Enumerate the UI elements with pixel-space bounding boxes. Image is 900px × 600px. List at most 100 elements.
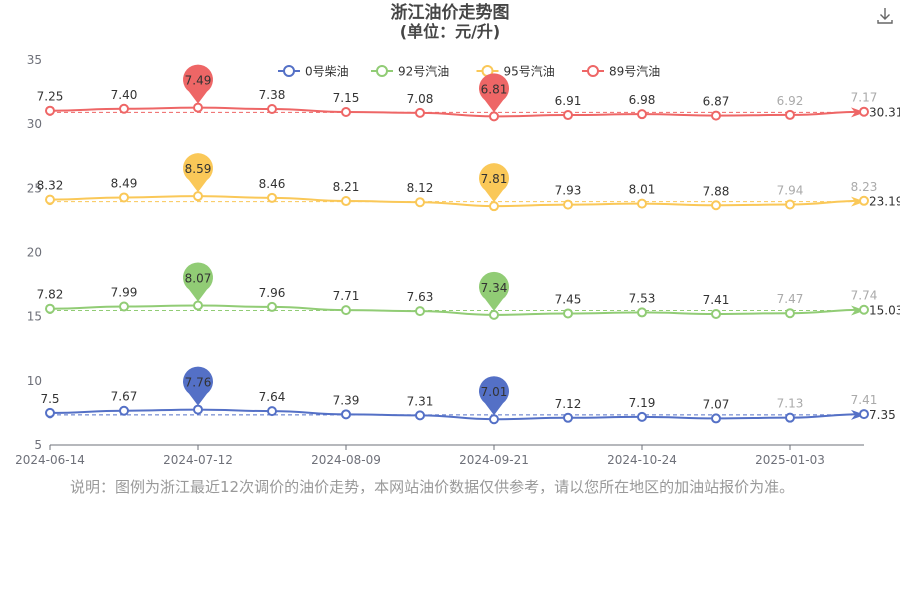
- y-tick-label: 35: [27, 53, 42, 67]
- x-tick-label: 2024-07-12: [163, 453, 233, 467]
- chart-title-block: 浙江油价走势图 (单位：元/升): [0, 4, 900, 41]
- series-line: [49, 408, 865, 421]
- data-label: 7.13: [777, 397, 804, 411]
- data-point: [785, 308, 795, 319]
- series-3: 30.31 7.25 7.40 7.38 7.15 7.08 6.91 6.98 6.87 6.9…: [37, 64, 900, 122]
- legend-marker: [376, 65, 388, 77]
- data-label: 7.71: [333, 289, 360, 303]
- chart-note: 说明：图例为浙江最近12次调价的油价走势，本网站油价数据仅供参考，请以您所在地区…: [70, 478, 795, 496]
- data-label: 7.88: [703, 184, 730, 198]
- data-point: [785, 412, 795, 423]
- data-label: 7.47: [777, 292, 804, 306]
- data-label: 7.41: [851, 393, 878, 407]
- data-point: [415, 306, 425, 317]
- x-tick-label: 2024-10-24: [607, 453, 677, 467]
- data-label: 7.41: [703, 293, 730, 307]
- data-point: [859, 195, 869, 206]
- data-point: [45, 194, 55, 205]
- data-label: 7.19: [629, 396, 656, 410]
- data-label: 7.15: [333, 91, 360, 105]
- series-2: 23.19 8.32 8.49 8.46 8.21 8.12 7.93 8.01 7.88 7.9…: [37, 153, 900, 212]
- pin-label: 7.76: [185, 376, 212, 390]
- data-label: 7.82: [37, 288, 64, 302]
- data-point: [711, 308, 721, 319]
- pin-label: 7.01: [481, 385, 508, 399]
- legend-marker: [587, 65, 599, 77]
- data-point: [45, 303, 55, 314]
- data-point: [193, 191, 203, 202]
- data-point: [489, 111, 499, 122]
- data-point: [341, 106, 351, 117]
- data-label: 7.45: [555, 292, 582, 306]
- legend-item[interactable]: 92号汽油: [371, 64, 449, 79]
- data-point: [119, 301, 129, 312]
- data-label: 6.87: [703, 95, 730, 109]
- data-label: 7.08: [407, 92, 434, 106]
- data-point: [711, 413, 721, 424]
- data-label: 7.96: [259, 286, 286, 300]
- data-label: 6.91: [555, 94, 582, 108]
- data-point: [637, 411, 647, 422]
- data-label: 7.67: [111, 390, 138, 404]
- legend-label: 0号柴油: [305, 65, 349, 79]
- data-point: [637, 109, 647, 120]
- pin-label: 8.07: [185, 272, 212, 286]
- pin-label: 7.34: [481, 281, 508, 295]
- data-label: 7.25: [37, 90, 64, 104]
- data-point: [859, 409, 869, 420]
- data-point: [415, 410, 425, 421]
- data-point: [415, 197, 425, 208]
- download-icon[interactable]: [875, 6, 895, 26]
- x-tick-label: 2024-08-09: [311, 453, 381, 467]
- data-point: [563, 110, 573, 121]
- data-label: 7.53: [629, 291, 656, 305]
- data-point: [267, 406, 277, 417]
- data-label: 7.40: [111, 88, 138, 102]
- pin-label: 6.81: [481, 82, 508, 96]
- average-label: 7.35: [869, 408, 896, 422]
- legend-item[interactable]: 89号汽油: [582, 64, 660, 79]
- data-label: 7.99: [111, 286, 138, 300]
- data-point: [489, 201, 499, 212]
- data-point: [193, 102, 203, 113]
- y-tick-label: 30: [27, 117, 42, 131]
- data-point: [415, 107, 425, 118]
- max-pin-icon: [183, 262, 213, 302]
- data-label: 8.21: [333, 180, 360, 194]
- data-point: [119, 103, 129, 114]
- pin-label: 8.59: [185, 162, 212, 176]
- series-0: 7.35 7.5 7.67 7.64 7.39 7.31 7.12 7.19 7.07 7.13 7…: [40, 366, 896, 425]
- data-label: 7.63: [407, 290, 434, 304]
- data-label: 7.5: [40, 392, 59, 406]
- data-point: [859, 304, 869, 315]
- data-point: [119, 192, 129, 203]
- data-point: [785, 199, 795, 210]
- data-point: [711, 110, 721, 121]
- data-point: [267, 192, 277, 203]
- legend-item[interactable]: 0号柴油: [278, 65, 349, 79]
- data-point: [45, 105, 55, 116]
- min-pin-icon: [478, 73, 510, 113]
- data-point: [193, 300, 203, 311]
- data-label: 7.38: [259, 88, 286, 102]
- y-tick-label: 10: [27, 374, 42, 388]
- data-label: 8.12: [407, 181, 434, 195]
- data-point: [637, 307, 647, 318]
- data-label: 7.12: [555, 397, 582, 411]
- data-point: [637, 198, 647, 209]
- y-tick-label: 15: [27, 310, 42, 324]
- data-label: 8.46: [259, 177, 286, 191]
- series-line: [49, 304, 865, 316]
- legend-item[interactable]: 95号汽油: [476, 64, 555, 79]
- average-label: 30.31: [869, 105, 900, 119]
- data-point: [341, 196, 351, 207]
- data-point: [711, 200, 721, 211]
- series-line: [49, 195, 865, 208]
- data-point: [267, 104, 277, 115]
- data-point: [859, 106, 869, 117]
- chart-subtitle: (单位：元/升): [399, 22, 501, 41]
- data-label: 7.94: [777, 184, 804, 198]
- data-label: 7.93: [555, 184, 582, 198]
- data-label: 7.74: [851, 289, 878, 303]
